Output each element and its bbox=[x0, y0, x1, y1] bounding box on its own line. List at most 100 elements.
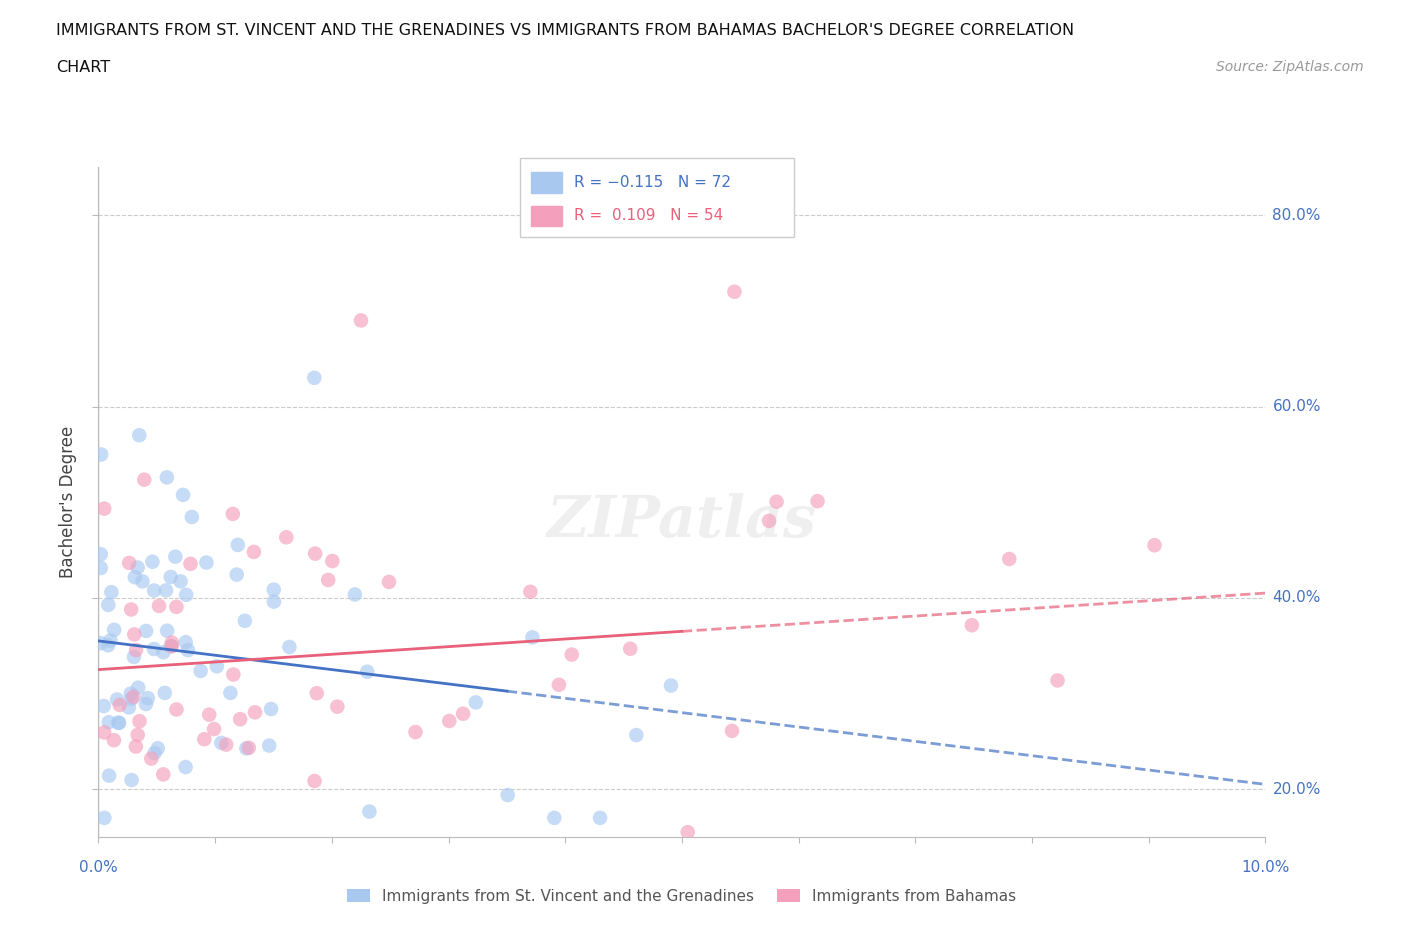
Point bbox=[118, 555, 141, 570]
Point bbox=[222, 667, 245, 682]
Point bbox=[128, 428, 150, 443]
Point bbox=[263, 594, 285, 609]
Text: R =  0.109   N = 54: R = 0.109 N = 54 bbox=[574, 208, 723, 223]
Point bbox=[496, 788, 519, 803]
Point bbox=[124, 570, 146, 585]
Point bbox=[378, 575, 401, 590]
Point bbox=[260, 701, 283, 716]
Point bbox=[180, 510, 202, 525]
Point bbox=[148, 599, 170, 614]
Point bbox=[177, 643, 200, 658]
Point bbox=[304, 546, 326, 561]
Point bbox=[321, 553, 343, 568]
Point bbox=[156, 470, 179, 485]
Point bbox=[276, 530, 298, 545]
Point bbox=[243, 544, 266, 559]
Point bbox=[174, 760, 197, 775]
Point bbox=[107, 715, 129, 730]
Point bbox=[152, 767, 174, 782]
Point bbox=[128, 714, 150, 729]
Point bbox=[519, 584, 541, 599]
Point bbox=[125, 739, 148, 754]
Point bbox=[458, 839, 481, 854]
Point bbox=[122, 689, 145, 704]
Point bbox=[960, 618, 983, 632]
Point bbox=[118, 700, 141, 715]
Point bbox=[225, 567, 247, 582]
Point bbox=[561, 647, 583, 662]
Point bbox=[1046, 673, 1069, 688]
Text: 60.0%: 60.0% bbox=[1272, 399, 1320, 414]
Point bbox=[404, 724, 426, 739]
Text: 10.0%: 10.0% bbox=[1241, 860, 1289, 875]
Point bbox=[93, 810, 115, 825]
Point bbox=[125, 643, 148, 658]
Point bbox=[229, 711, 252, 726]
Point bbox=[143, 746, 166, 761]
Point bbox=[136, 691, 159, 706]
Point bbox=[165, 600, 187, 615]
Point bbox=[131, 574, 153, 589]
Point bbox=[179, 556, 201, 571]
Point bbox=[122, 649, 145, 664]
Point bbox=[316, 573, 339, 588]
Point bbox=[159, 569, 181, 584]
Point bbox=[263, 582, 285, 597]
Point bbox=[451, 706, 474, 721]
Point bbox=[198, 707, 221, 722]
Point bbox=[93, 698, 115, 713]
Point bbox=[127, 560, 149, 575]
Point bbox=[350, 313, 373, 328]
Point bbox=[141, 751, 163, 766]
Point bbox=[619, 642, 641, 657]
Point bbox=[103, 733, 125, 748]
Point bbox=[257, 738, 280, 753]
Point bbox=[356, 664, 378, 679]
Point bbox=[160, 639, 183, 654]
Point bbox=[146, 741, 169, 756]
Point bbox=[522, 630, 544, 644]
Point bbox=[193, 732, 215, 747]
Text: CHART: CHART bbox=[56, 60, 110, 75]
Point bbox=[305, 685, 328, 700]
Point bbox=[659, 678, 682, 693]
Point bbox=[90, 636, 112, 651]
Point bbox=[143, 642, 166, 657]
Point bbox=[155, 583, 177, 598]
Point bbox=[108, 715, 131, 730]
Legend: Immigrants from St. Vincent and the Grenadines, Immigrants from Bahamas: Immigrants from St. Vincent and the Gren… bbox=[342, 883, 1022, 910]
Point bbox=[304, 774, 326, 789]
Point bbox=[676, 825, 699, 840]
Point bbox=[723, 285, 745, 299]
Point bbox=[160, 639, 183, 654]
Point bbox=[156, 623, 179, 638]
Point bbox=[165, 550, 187, 565]
Point bbox=[121, 773, 143, 788]
Point bbox=[160, 635, 183, 650]
Point bbox=[1143, 538, 1166, 552]
Point bbox=[121, 691, 143, 706]
Point bbox=[90, 447, 112, 462]
Point bbox=[326, 699, 349, 714]
Point bbox=[765, 494, 787, 509]
Point bbox=[190, 663, 212, 678]
Point bbox=[93, 725, 115, 740]
Point bbox=[548, 677, 571, 692]
Point bbox=[205, 658, 228, 673]
Point bbox=[235, 741, 257, 756]
Point bbox=[103, 622, 125, 637]
Point bbox=[98, 768, 121, 783]
Point bbox=[202, 722, 225, 737]
Text: 80.0%: 80.0% bbox=[1272, 207, 1320, 222]
Point bbox=[721, 724, 744, 738]
Point bbox=[153, 685, 176, 700]
Point bbox=[134, 472, 156, 487]
Point bbox=[120, 686, 142, 701]
Point bbox=[135, 697, 157, 711]
Point bbox=[343, 587, 366, 602]
Point bbox=[209, 736, 232, 751]
Text: 0.0%: 0.0% bbox=[79, 860, 118, 875]
Point bbox=[758, 513, 780, 528]
Point bbox=[152, 644, 174, 659]
Point bbox=[90, 561, 112, 576]
